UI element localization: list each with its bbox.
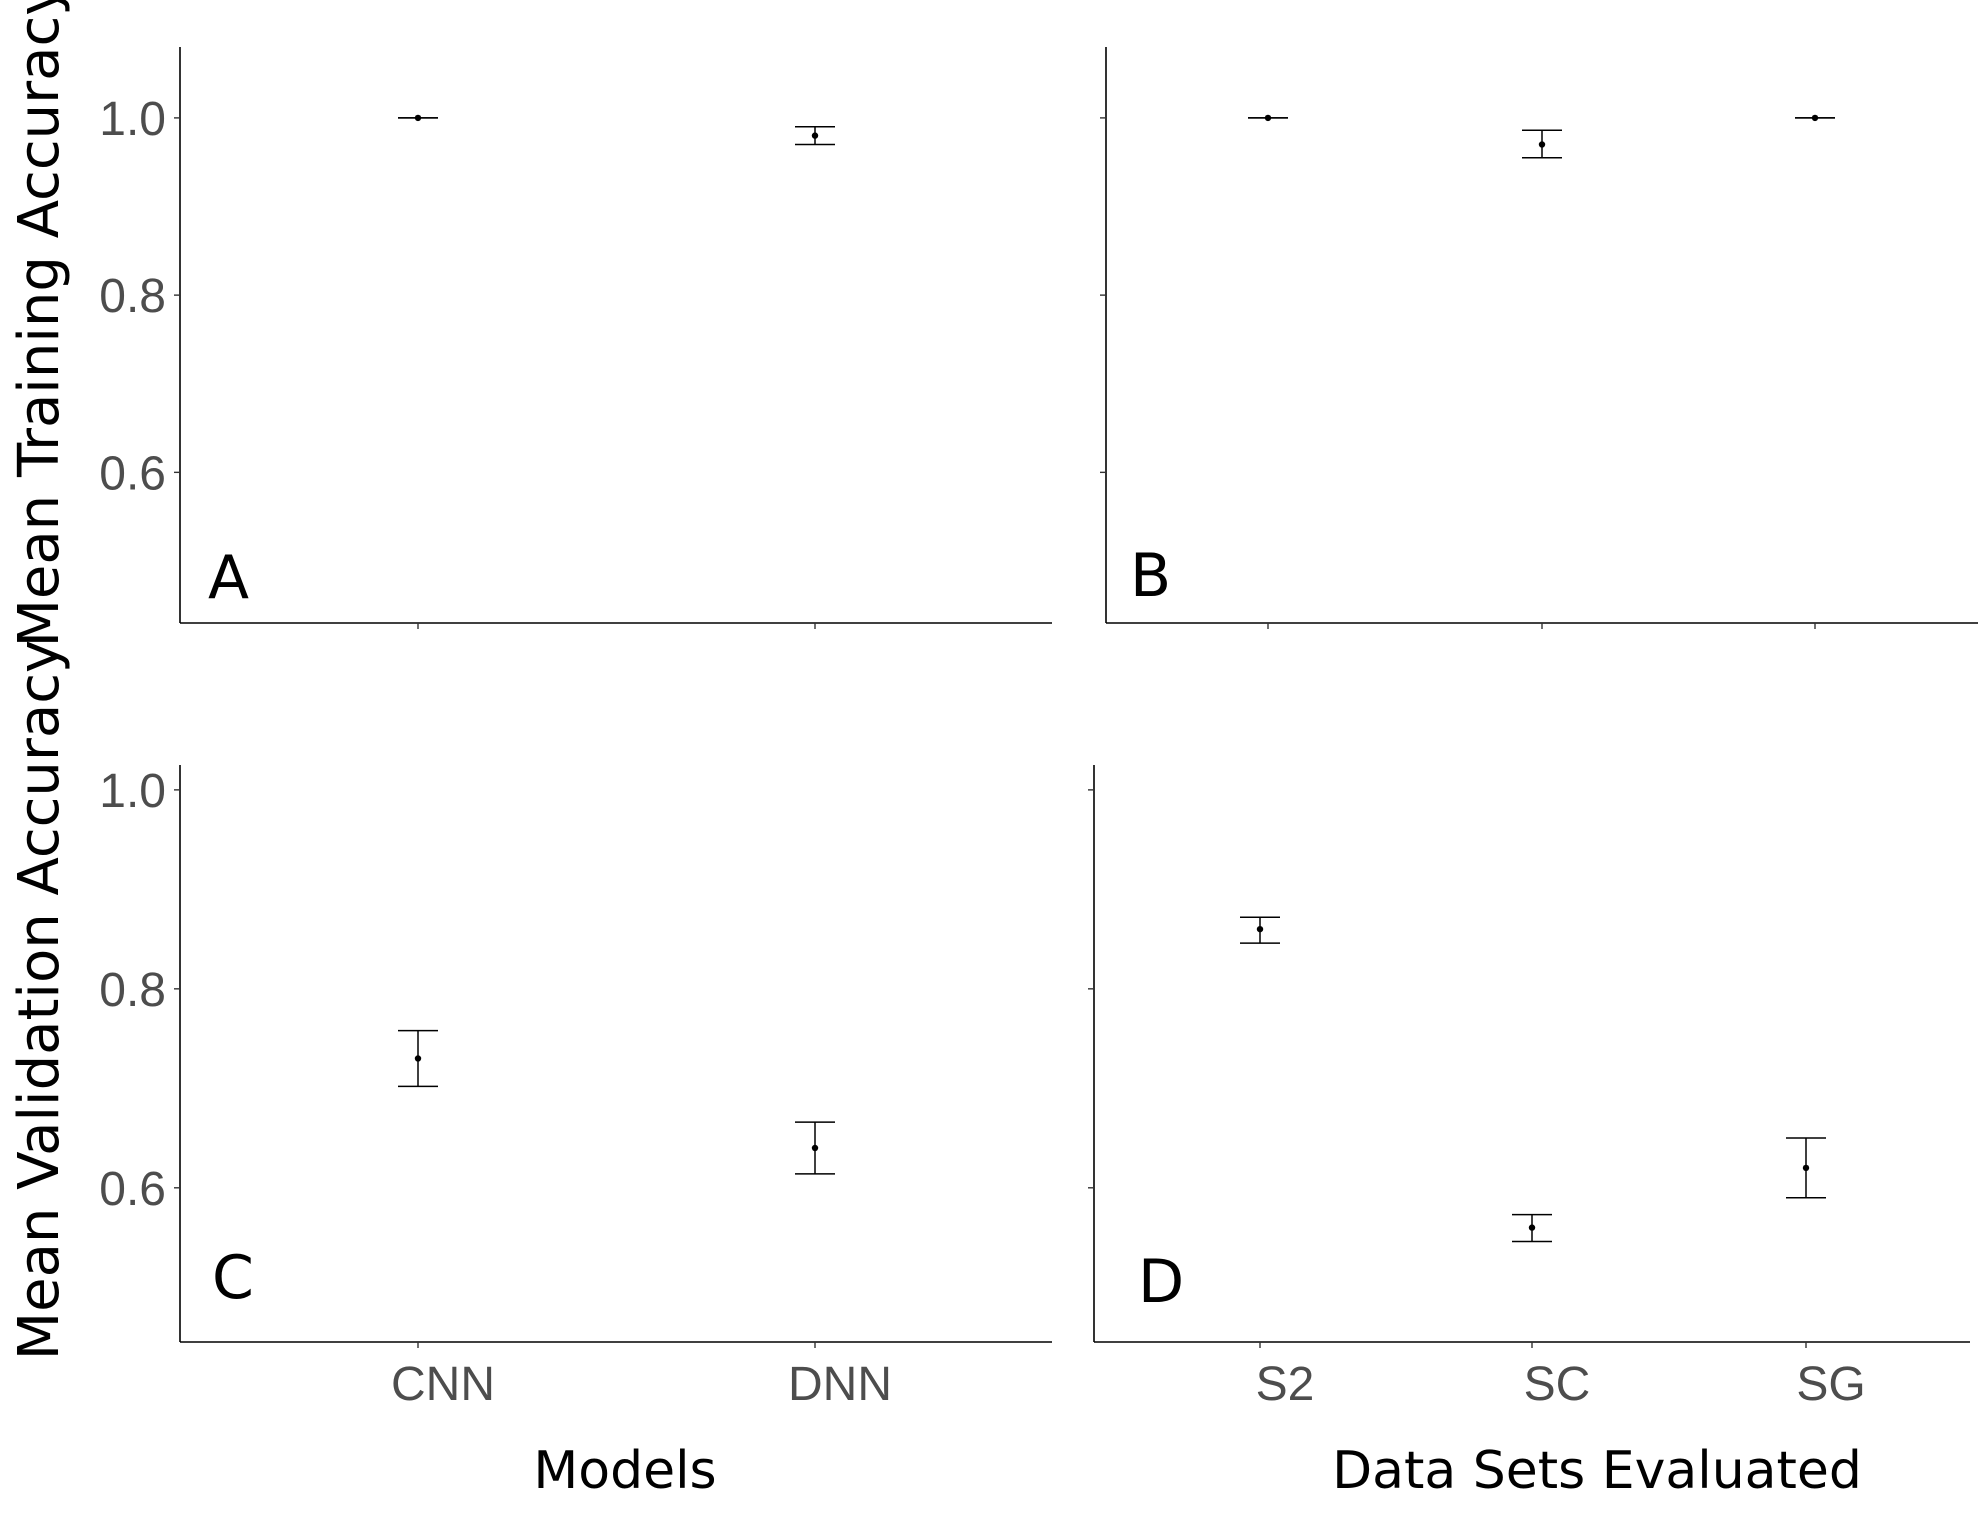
x-tick-label-sg: SG <box>1796 1358 1865 1411</box>
panel-c: 0.6 0.8 1.0 CNN DNN C <box>99 765 1052 1411</box>
x-tick-label-dnn: DNN <box>788 1358 892 1411</box>
x-tick-label-s2: S2 <box>1256 1358 1315 1411</box>
panel-a: 0.6 0.8 1.0 A <box>99 47 1052 629</box>
x-tick-label-cnn: CNN <box>391 1358 495 1411</box>
panel-d: S2 SC SG D <box>1088 765 1970 1411</box>
panel-label-c: C <box>212 1243 254 1313</box>
x-tick-label-sc: SC <box>1524 1358 1591 1411</box>
y-tick-label: 0.8 <box>99 270 166 323</box>
y-tick-label: 0.6 <box>99 447 166 500</box>
y-tick-label: 1.0 <box>99 93 166 146</box>
y-axis-label-validation: Mean Validation Accuracy <box>7 640 72 1360</box>
x-axis-label-datasets: Data Sets Evaluated <box>1332 1441 1862 1501</box>
point-a-cnn <box>414 114 422 122</box>
point-b-sc <box>1538 141 1546 148</box>
panel-b: B <box>1100 47 1978 629</box>
panel-label-b: B <box>1130 541 1171 611</box>
panel-label-a: A <box>208 543 249 613</box>
panel-label-d: D <box>1138 1247 1184 1317</box>
y-tick-label: 0.6 <box>99 1163 166 1216</box>
point-b-sg <box>1811 114 1819 122</box>
point-c-cnn <box>414 1055 422 1062</box>
point-c-dnn <box>811 1144 819 1152</box>
point-a-dnn <box>811 132 819 139</box>
y-tick-label: 1.0 <box>99 765 166 818</box>
x-axis-label-models: Models <box>533 1441 716 1501</box>
point-d-sc <box>1528 1224 1536 1231</box>
y-axis-label-training: Mean Training Accuracy <box>7 0 72 647</box>
point-d-s2 <box>1256 925 1264 933</box>
y-tick-label: 0.8 <box>99 964 166 1017</box>
point-b-s2 <box>1264 114 1272 122</box>
point-d-sg <box>1802 1164 1810 1172</box>
